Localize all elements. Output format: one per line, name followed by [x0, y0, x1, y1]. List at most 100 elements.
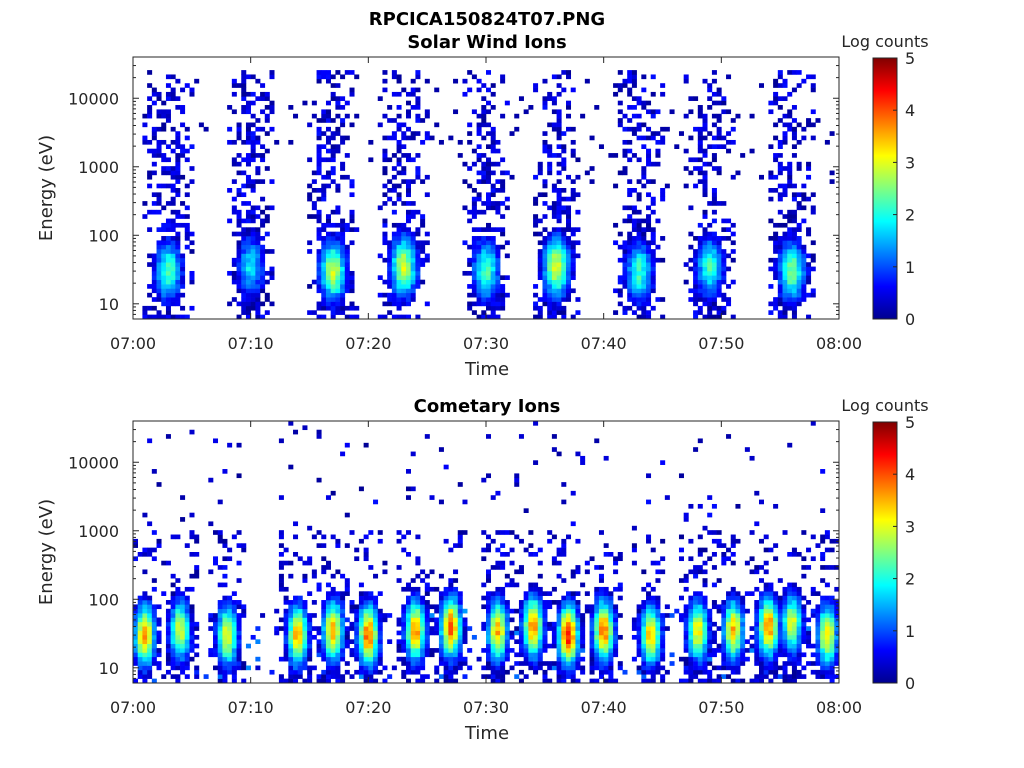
heatmap-cell [382, 218, 388, 224]
heatmap-cell [768, 547, 774, 553]
heatmap-cell [227, 547, 233, 553]
heatmap-cell [537, 648, 543, 653]
heatmap-cell [556, 301, 562, 307]
heatmap-cell [165, 144, 171, 149]
heatmap-cell [151, 556, 157, 562]
heatmap-cell [754, 634, 760, 640]
heatmap-cell [570, 656, 576, 662]
heatmap-cell [387, 179, 393, 184]
heatmap-cell [156, 648, 162, 653]
heatmap-cell [622, 139, 628, 145]
heatmap-cell [161, 560, 167, 566]
heatmap-cell [245, 214, 251, 219]
heatmap-cell [533, 586, 539, 592]
heatmap-cell [358, 648, 364, 653]
heatmap-cell [156, 126, 162, 132]
heatmap-cell [693, 643, 699, 649]
heatmap-cell [415, 275, 421, 280]
heatmap-cell [481, 113, 487, 119]
heatmap-cell [551, 257, 557, 263]
heatmap-cell [697, 534, 703, 540]
heatmap-cell [631, 131, 637, 136]
heatmap-cell [217, 600, 223, 605]
heatmap-cell [504, 626, 510, 631]
heatmap-cell [368, 648, 374, 653]
heatmap-cell [589, 669, 595, 675]
heatmap-cell [241, 139, 247, 145]
heatmap-cell [278, 438, 284, 444]
heatmap-cell [434, 608, 440, 614]
heatmap-cell [570, 674, 576, 679]
heatmap-cell [302, 425, 308, 431]
heatmap-cell [806, 279, 812, 285]
heatmap-cell [396, 297, 402, 302]
heatmap-cell [476, 656, 482, 662]
heatmap-cell [321, 188, 327, 193]
heatmap-cell [730, 630, 736, 636]
heatmap-cell [467, 139, 473, 145]
heatmap-cell [636, 244, 642, 250]
heatmap-cell [716, 131, 722, 136]
heatmap-cell [405, 209, 411, 215]
heatmap-cell [740, 652, 746, 658]
heatmap-cell [396, 257, 402, 263]
heatmap-cell [660, 621, 666, 627]
heatmap-cell [486, 305, 492, 311]
heatmap-cell [627, 192, 633, 198]
heatmap-cell [453, 634, 459, 640]
heatmap-cell [594, 613, 600, 618]
heatmap-cell [740, 613, 746, 618]
heatmap-cell [194, 643, 200, 649]
heatmap-cell [791, 196, 797, 202]
heatmap-cell [354, 669, 360, 675]
heatmap-cell [702, 192, 708, 198]
heatmap-cell [340, 96, 346, 101]
heatmap-cell [453, 678, 459, 684]
heatmap-cell [382, 301, 388, 307]
heatmap-cell [791, 231, 797, 237]
heatmap-cell [782, 131, 788, 136]
heatmap-cell [175, 288, 181, 294]
heatmap-cell [566, 196, 572, 202]
heatmap-cell [754, 604, 760, 610]
heatmap-cell [801, 279, 807, 285]
heatmap-cell [721, 236, 727, 241]
heatmap-cell [726, 604, 732, 610]
heatmap-cell [184, 643, 190, 649]
heatmap-cell [533, 630, 539, 636]
heatmap-cell [180, 643, 186, 649]
heatmap-cell [175, 279, 181, 285]
heatmap-cell [321, 652, 327, 658]
heatmap-cell [768, 652, 774, 658]
heatmap-cell [641, 297, 647, 302]
heatmap-cell [486, 201, 492, 206]
heatmap-cell [184, 314, 190, 320]
heatmap-cell [641, 166, 647, 171]
heatmap-cell [716, 305, 722, 311]
heatmap-cell [391, 262, 397, 267]
heatmap-cell [622, 166, 628, 171]
heatmap-cell [608, 648, 614, 653]
heatmap-cell [570, 196, 576, 202]
heatmap-cell [801, 617, 807, 623]
heatmap-cell [481, 314, 487, 320]
heatmap-cell [730, 617, 736, 623]
heatmap-cell [693, 447, 699, 452]
heatmap-cell [453, 613, 459, 618]
heatmap-cell [754, 617, 760, 623]
heatmap-cell [180, 652, 186, 658]
heatmap-cell [387, 674, 393, 679]
heatmap-cell [213, 613, 219, 618]
heatmap-cell [542, 621, 548, 627]
heatmap-cell [410, 231, 416, 237]
heatmap-cell [631, 617, 637, 623]
heatmap-cell [156, 604, 162, 610]
heatmap-cell [650, 639, 656, 644]
heatmap-cell [349, 626, 355, 631]
heatmap-cell [147, 669, 153, 675]
heatmap-cell [533, 552, 539, 557]
heatmap-cell [170, 534, 176, 540]
heatmap-cell [142, 512, 148, 518]
heatmap-cell [415, 284, 421, 289]
heatmap-cell [161, 244, 167, 250]
